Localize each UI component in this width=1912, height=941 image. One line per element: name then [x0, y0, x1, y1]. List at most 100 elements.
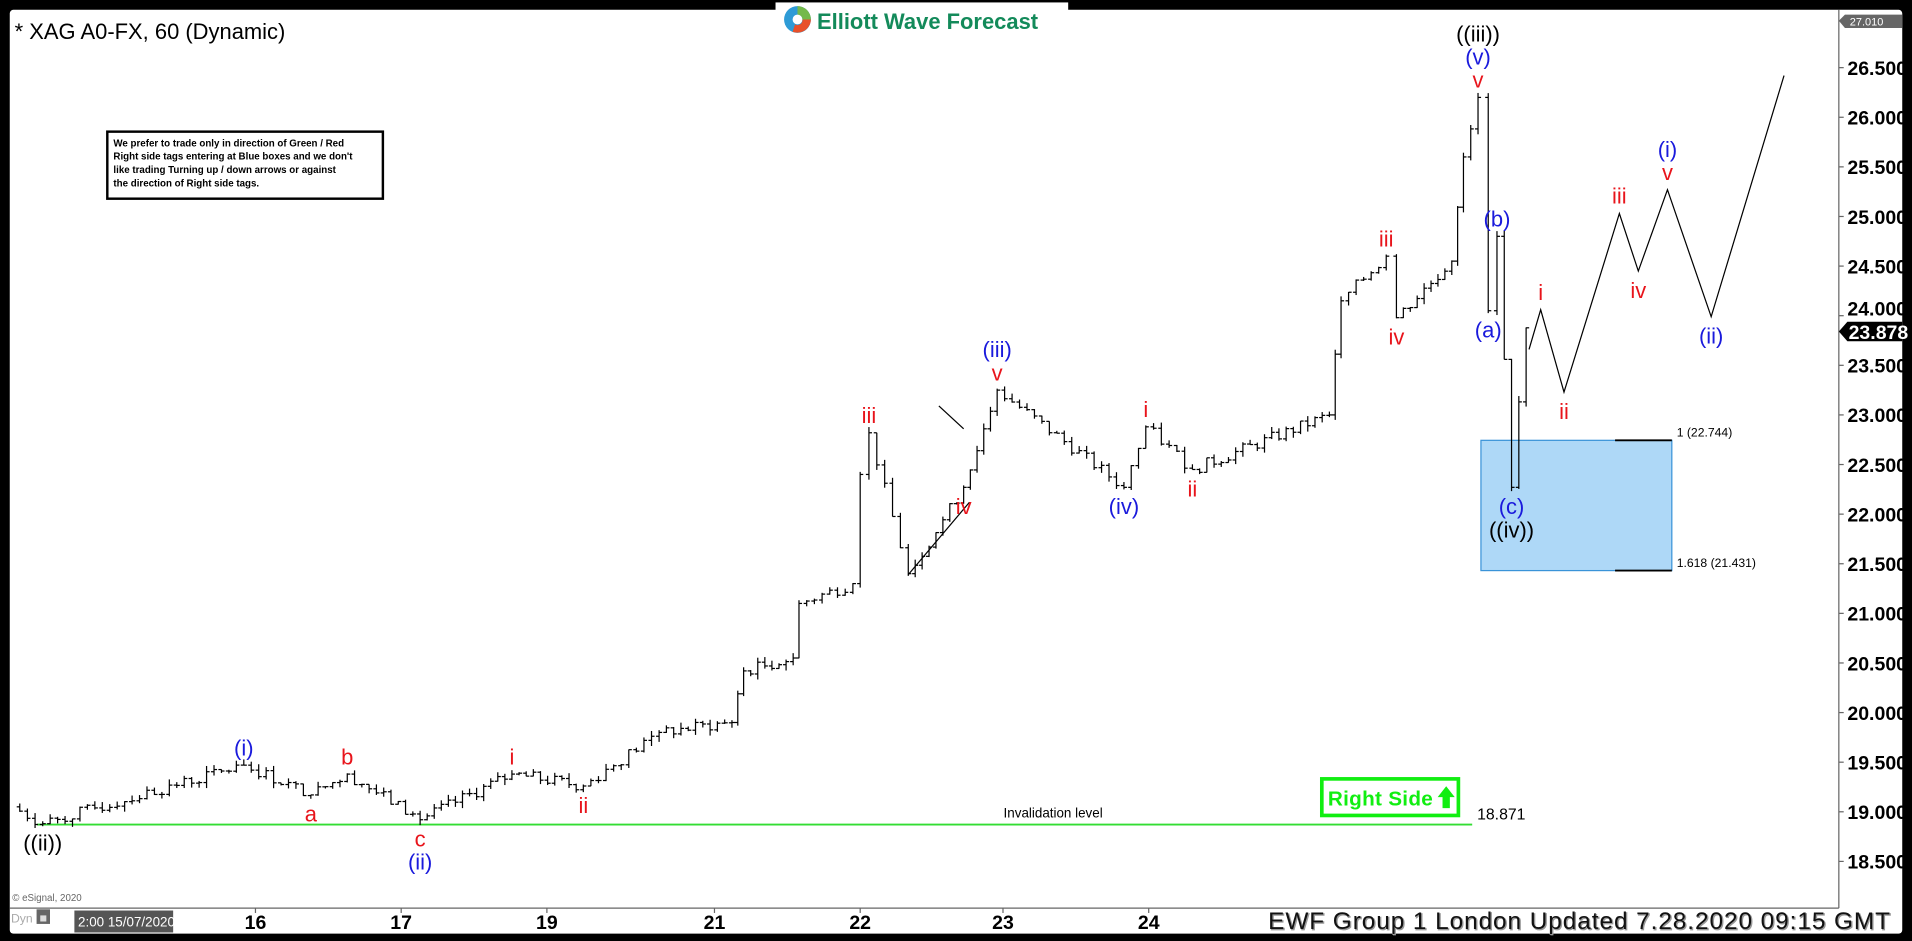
ohlc-bar — [1247, 439, 1254, 446]
wave-label: iv — [956, 494, 972, 519]
ohlc-bar — [551, 772, 558, 786]
ohlc-bar — [889, 477, 896, 518]
ohlc-bar — [1338, 296, 1345, 359]
wave-label: ii — [1559, 399, 1569, 424]
ohlc-bar — [99, 802, 106, 813]
price-axis[interactable]: 18.500 19.000 19.500 20.000 20.500 21.000 21.5… — [1838, 58, 1907, 874]
ohlc-bar — [1254, 442, 1261, 452]
price-tick-label: 25.000 — [1847, 207, 1907, 229]
ohlc-bar — [1360, 276, 1367, 281]
ohlc-bar — [121, 801, 128, 812]
ohlc-bar — [39, 821, 46, 827]
invalidation-label: Invalidation level — [1004, 805, 1103, 820]
wave-label: (i) — [234, 735, 254, 760]
top-price: 27.010 — [1850, 17, 1884, 29]
ohlc-bar — [1427, 280, 1435, 292]
ohlc-bar — [603, 763, 610, 782]
chart-title: * XAG A0-FX, 60 (Dynamic) — [15, 19, 286, 44]
ohlc-bar — [1467, 124, 1474, 161]
ohlc-bar — [344, 773, 351, 783]
ohlc-bar — [811, 598, 818, 605]
ohlc-bar — [656, 730, 663, 742]
ohlc-bar — [1210, 454, 1218, 468]
ohlc-bar — [1068, 436, 1075, 456]
time-axis[interactable]: 16 17 19 21 22 23 24 — [245, 908, 1160, 934]
wave-label: ((ii)) — [23, 831, 62, 856]
logo-swirl-icon — [784, 6, 811, 33]
ohlc-bar — [1128, 465, 1135, 491]
copyright: © eSignal, 2020 — [12, 893, 82, 904]
ohlc-bar — [974, 445, 981, 473]
ohlc-bar — [1421, 283, 1428, 305]
ohlc-bar — [1454, 206, 1461, 266]
ohlc-bar — [1407, 306, 1414, 312]
ohlc-bar — [1189, 464, 1196, 471]
cursor-time-box — [74, 910, 174, 933]
ohlc-bar — [270, 765, 277, 789]
ohlc-bar — [277, 782, 285, 786]
ohlc-bar — [595, 776, 602, 784]
wave-label: (v) — [1465, 45, 1491, 70]
time-tick-label: 21 — [704, 912, 726, 934]
time-tick-label: 17 — [390, 912, 412, 934]
ohlc-bar — [466, 788, 473, 797]
ohlc-bar — [980, 423, 987, 455]
ohlc-bar — [409, 811, 416, 817]
ohlc-bar — [508, 770, 515, 781]
lock-icon[interactable] — [36, 909, 50, 924]
ohlc-bar — [263, 767, 270, 780]
ohlc-bar — [1393, 254, 1400, 319]
invalidation-layer: Invalidation level 18.871 — [36, 805, 1526, 826]
ohlc-bar — [1441, 268, 1448, 281]
wave-label: i — [1538, 280, 1543, 305]
right-side-tag: Right Side — [1319, 777, 1461, 818]
ohlc-bar — [1016, 399, 1023, 409]
ohlc-bar — [1311, 416, 1319, 428]
ohlc-bar — [625, 749, 632, 768]
wave-label: ii — [578, 793, 588, 818]
ohlc-bar — [1261, 434, 1268, 453]
ohlc-bar — [501, 773, 508, 786]
ohlc-bar — [32, 813, 39, 829]
ohlc-bar — [1493, 231, 1501, 316]
ohlc-bar — [336, 779, 344, 788]
price-tick-label: 19.500 — [1847, 753, 1907, 775]
ohlc-bar — [300, 783, 307, 797]
ohlc-bar — [1448, 260, 1455, 275]
ohlc-bar — [1375, 266, 1382, 274]
ohlc-bar — [648, 730, 655, 747]
ohlc-bar — [1434, 274, 1442, 287]
ohlc-bar — [803, 600, 810, 607]
ohlc-bar — [1345, 291, 1352, 306]
ohlc-bar — [1460, 152, 1467, 213]
price-tick-label: 22.500 — [1847, 455, 1907, 477]
ohlc-bar — [1105, 463, 1113, 482]
ohlc-bar — [685, 726, 692, 732]
ohlc-bar — [285, 778, 292, 789]
ohlc-bar — [1368, 271, 1375, 281]
ohlc-bar — [633, 747, 640, 753]
ohlc-bar — [1009, 393, 1016, 403]
last-price: 23.878 — [1849, 322, 1909, 344]
ohlc-bar — [1076, 446, 1083, 454]
ohlc-bar — [565, 773, 573, 788]
triangle-line — [938, 405, 965, 430]
ohlc-bar — [897, 512, 904, 549]
wave-label: iii — [1379, 226, 1394, 251]
ohlc-bar — [387, 789, 395, 805]
wave-label: b — [341, 744, 353, 769]
time-tick-label: 19 — [536, 912, 558, 934]
wave-label: iv — [1630, 278, 1646, 303]
price-tick-label: 23.000 — [1847, 405, 1907, 427]
wave-label: ((iii)) — [1456, 21, 1500, 46]
price-tick-label: 22.000 — [1847, 504, 1907, 526]
ohlc-bar — [452, 795, 459, 807]
ohlc-bar — [218, 768, 225, 773]
ohlc-bar — [544, 775, 551, 786]
ohlc-bar — [939, 516, 946, 536]
time-tick-label: 23 — [992, 912, 1014, 934]
note-line: Right side tags entering at Blue boxes a… — [113, 152, 353, 163]
ohlc-bar — [173, 782, 180, 789]
ohlc-bar — [1275, 428, 1282, 441]
ohlc-bar — [373, 784, 380, 795]
